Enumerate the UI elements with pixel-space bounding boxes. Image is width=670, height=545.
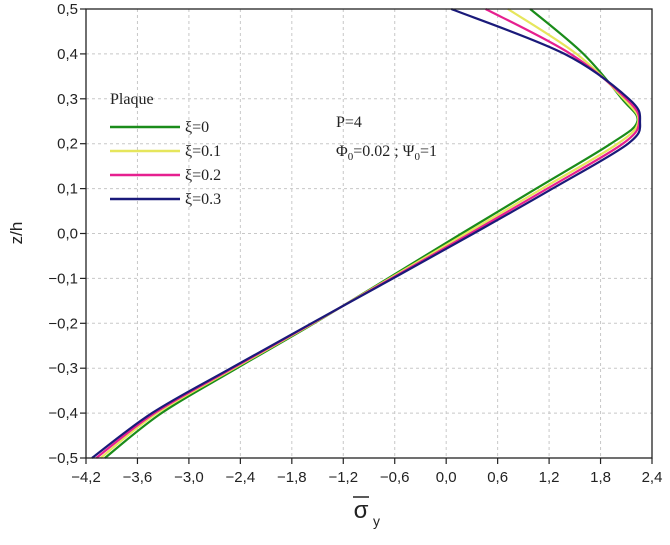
y-tick-label: 0,3 — [57, 91, 78, 108]
x-axis-label: σ y — [353, 496, 380, 529]
annotation-mid: =0.02 ; Ψ — [353, 143, 414, 160]
legend-label-2: ξ=0.2 — [185, 167, 221, 184]
y-tick-label: 0,4 — [57, 46, 78, 63]
y-tick-label: 0,1 — [57, 181, 78, 198]
x-tick-label: 0,0 — [436, 469, 457, 486]
x-tick-label: 1,8 — [590, 469, 611, 486]
grid — [85, 8, 653, 459]
y-tick-label: −0,2 — [48, 315, 78, 332]
y-tick-label: −0,5 — [48, 450, 78, 467]
annotation-psi-sub: 0 — [414, 151, 420, 163]
x-tick-label: −3,0 — [174, 469, 204, 486]
y-tick-label: 0,0 — [57, 226, 78, 243]
x-tick-label: 1,2 — [539, 469, 560, 486]
series-group — [91, 7, 642, 459]
annotation-end: =1 — [420, 143, 437, 160]
x-axis-ticks: −4,2 −3,6 −3,0 −2,4 −1,8 −1,2 −0,6 0,0 0,6 1,2 1,8… — [71, 458, 662, 486]
y-tick-label: −0,3 — [48, 360, 78, 377]
x-tick-label: 0,6 — [487, 469, 508, 486]
x-tick-label: −1,8 — [277, 469, 307, 486]
x-tick-label: −1,2 — [328, 469, 358, 486]
x-tick-label: −0,6 — [380, 469, 410, 486]
annotation-phi: Φ — [336, 143, 348, 160]
y-axis-ticks: −0,5 −0,4 −0,3 −0,2 −0,1 0,0 0,1 0,2 0,3 0,4 0,5 — [48, 1, 86, 467]
y-tick-label: −0,1 — [48, 270, 78, 287]
y-tick-label: −0,4 — [48, 405, 78, 422]
annotation-phi-sub: 0 — [348, 151, 354, 163]
legend-label-0: ξ=0 — [185, 119, 209, 136]
annotation-p: P=4 — [336, 114, 362, 131]
y-axis-label: z/h — [7, 222, 26, 245]
legend-label-1: ξ=0.1 — [185, 143, 221, 160]
y-tick-label: 0,5 — [57, 1, 78, 18]
y-tick-label: 0,2 — [57, 136, 78, 153]
legend: Plaque ξ=0 ξ=0.1 ξ=0.2 ξ=0.3 — [110, 91, 221, 208]
x-axis-label-main: σ — [354, 497, 369, 524]
x-tick-label: −3,6 — [123, 469, 153, 486]
series-line-3 — [91, 7, 642, 459]
series-line-0 — [104, 8, 639, 459]
legend-title: Plaque — [110, 91, 154, 108]
legend-label-3: ξ=0.3 — [185, 191, 221, 208]
x-tick-label: −4,2 — [71, 469, 101, 486]
x-axis-label-sub: y — [373, 513, 380, 529]
x-tick-label: −2,4 — [226, 469, 256, 486]
x-tick-label: 2,4 — [642, 469, 663, 486]
annotation-phi-psi: Φ0=0.02 ; Ψ0=1 — [336, 143, 437, 163]
